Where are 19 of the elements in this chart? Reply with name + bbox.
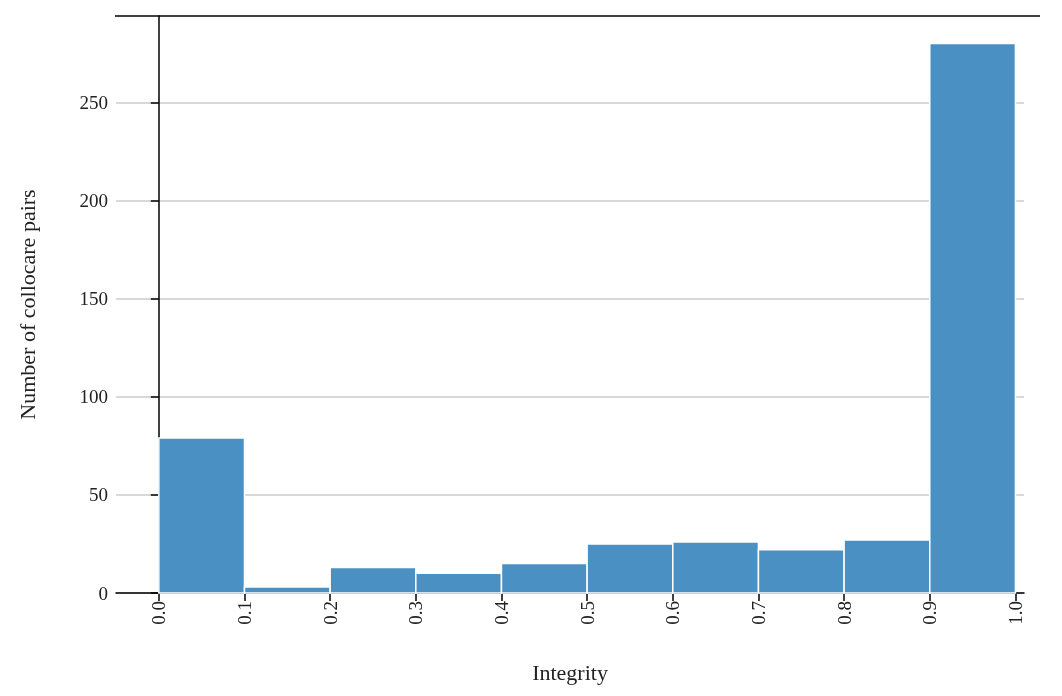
x-tick-label: 0.2: [319, 601, 341, 625]
x-tick-label: 0.5: [576, 601, 598, 625]
y-tick-label: 50: [89, 484, 108, 506]
x-tick-label: 1.0: [1004, 601, 1026, 625]
y-tick-label: 150: [79, 288, 108, 310]
y-tick-label: 100: [79, 386, 108, 408]
y-tick-label: 0: [98, 582, 108, 604]
y-axis-title: Number of collocare pairs: [14, 189, 40, 420]
x-tick-label: 0.7: [747, 601, 769, 625]
y-tick-label: 250: [79, 91, 108, 113]
x-tick-label: 0.3: [405, 601, 427, 625]
x-tick-label: 0.8: [833, 601, 855, 625]
x-axis-title: Integrity: [532, 659, 608, 685]
x-tick-label: 0.9: [919, 601, 941, 625]
x-tick-label: 0.0: [148, 601, 170, 625]
x-tick-label: 0.4: [490, 600, 512, 625]
x-tick-label: 0.1: [233, 601, 255, 625]
y-tick-label: 200: [79, 189, 108, 211]
x-tick-label: 0.6: [662, 601, 684, 625]
